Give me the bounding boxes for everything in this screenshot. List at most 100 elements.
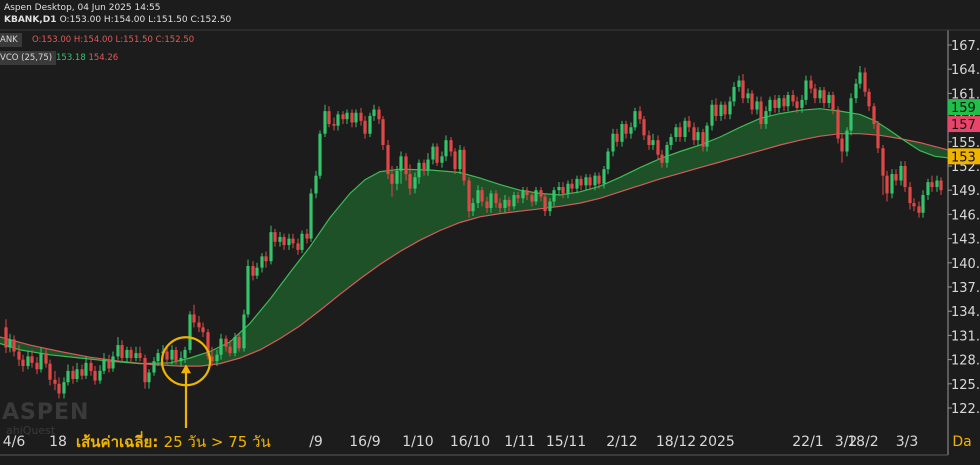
candle-body xyxy=(107,359,111,369)
candle-body xyxy=(822,90,826,104)
candle-body xyxy=(395,170,399,184)
candle xyxy=(899,161,903,186)
candle xyxy=(530,191,534,207)
candle-body xyxy=(818,90,822,99)
candle xyxy=(440,151,444,168)
candle xyxy=(201,322,205,338)
candle xyxy=(669,133,673,150)
candle-body xyxy=(260,256,264,268)
candle-body xyxy=(647,135,651,146)
candle xyxy=(723,101,727,120)
symbol-code: KBANK,D1 xyxy=(4,15,57,25)
candle xyxy=(57,377,61,399)
candle xyxy=(597,172,601,189)
candle xyxy=(620,120,624,147)
candle-body xyxy=(84,362,88,376)
candle xyxy=(624,120,628,139)
candle-body xyxy=(228,346,232,354)
candle-body xyxy=(503,199,507,208)
candle-body xyxy=(804,80,808,100)
candle xyxy=(633,107,637,131)
candle-body xyxy=(246,266,250,315)
candle xyxy=(489,190,493,213)
candle-body xyxy=(296,243,300,250)
candle-body xyxy=(926,182,930,196)
candle-body xyxy=(624,124,628,134)
candle xyxy=(53,370,57,391)
candle-body xyxy=(759,101,763,125)
candles xyxy=(4,65,943,399)
candle xyxy=(359,107,363,126)
candle xyxy=(314,170,318,199)
candle-body xyxy=(543,196,547,212)
candle xyxy=(809,75,813,94)
candle xyxy=(453,148,457,175)
candle-body xyxy=(152,361,156,373)
candle-body xyxy=(255,267,259,276)
candle xyxy=(575,175,579,194)
candle xyxy=(4,319,8,354)
candle-body xyxy=(44,353,48,364)
price-series-tag[interactable]: ANK xyxy=(0,33,22,47)
candle-body xyxy=(903,166,907,187)
candle-body xyxy=(525,190,529,196)
candle-body xyxy=(372,109,376,116)
candle xyxy=(98,365,102,384)
indicator-values: 153.18 154.26 xyxy=(56,53,118,63)
price-tick-label: 131. xyxy=(951,329,980,344)
candle-body xyxy=(390,174,394,184)
candle-body xyxy=(314,175,318,194)
candle xyxy=(39,347,43,373)
candle-body xyxy=(156,353,160,362)
candle xyxy=(485,196,489,213)
candle-body xyxy=(53,379,57,384)
indicator-value-fast: 153.18 xyxy=(56,53,86,63)
candle xyxy=(210,346,214,367)
candle-body xyxy=(125,349,129,358)
candle xyxy=(800,95,804,113)
candle xyxy=(611,128,615,157)
candle xyxy=(764,106,768,129)
candle-body xyxy=(89,362,93,371)
candle-body xyxy=(687,120,691,128)
candle-body xyxy=(692,127,696,141)
candle xyxy=(588,174,592,191)
candle-body xyxy=(674,127,678,137)
price-tags: 159 157 153 xyxy=(948,99,980,165)
candle-body xyxy=(444,140,448,157)
candle-body xyxy=(593,175,597,186)
candle-body xyxy=(278,236,282,242)
candle xyxy=(300,230,304,254)
indicator-tag[interactable]: VCO (25,75) xyxy=(0,51,57,65)
candle-body xyxy=(633,111,637,128)
candle-body xyxy=(318,133,322,176)
candle xyxy=(746,88,750,104)
time-tick-label: 1/10 xyxy=(402,434,433,450)
time-tick-label: 22/1 xyxy=(792,434,823,450)
candle xyxy=(885,170,889,202)
candle xyxy=(656,135,660,160)
candle-body xyxy=(35,362,39,370)
candle-body xyxy=(368,115,372,134)
candle xyxy=(476,185,480,208)
candle-body xyxy=(777,98,781,108)
candle-body xyxy=(584,177,588,186)
price-tick-label: 134. xyxy=(951,305,980,320)
price-tick-label: 161. xyxy=(951,87,980,102)
candle-body xyxy=(147,372,151,383)
candle-body xyxy=(494,193,498,204)
candle-body xyxy=(93,370,97,381)
price-series-label: ANK xyxy=(0,35,18,45)
candle xyxy=(867,88,871,112)
candle-body xyxy=(642,119,646,136)
candle-body xyxy=(386,145,390,175)
candle xyxy=(332,117,336,131)
candle-body xyxy=(39,353,43,370)
candle xyxy=(408,164,412,196)
candle-body xyxy=(552,190,556,202)
candle-body xyxy=(224,338,228,347)
candle xyxy=(755,96,759,115)
time-axis[interactable]: 4/6 18/9 16/9 1/10 16/10 1/11 15/11 2/12 18/12 20… xyxy=(3,434,972,450)
